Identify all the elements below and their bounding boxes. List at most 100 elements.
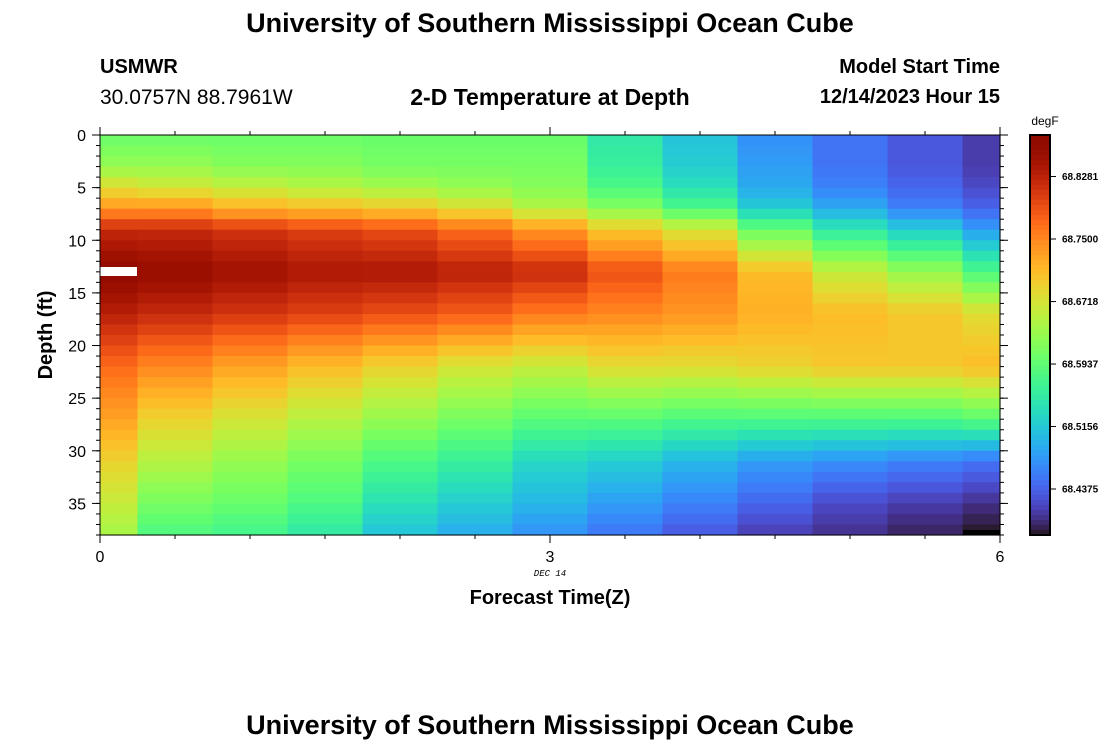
heatmap-cell	[212, 282, 289, 294]
footer-title: University of Southern Mississippi Ocean…	[246, 710, 854, 740]
heatmap-cell	[212, 156, 289, 168]
heatmap-cell	[212, 524, 289, 536]
heatmap-cell	[137, 366, 214, 378]
heatmap-cell	[962, 271, 1001, 283]
colorbar-swatch	[1030, 425, 1050, 431]
heatmap-cell	[587, 313, 664, 326]
heatmap-cell	[587, 513, 664, 526]
heatmap-cell	[437, 377, 514, 389]
heatmap-cell	[587, 524, 664, 536]
heatmap-cell	[812, 261, 889, 273]
heatmap-cell	[212, 177, 289, 189]
heatmap-cell	[287, 387, 364, 399]
colorbar-swatch	[1030, 245, 1050, 251]
heatmap-cell	[812, 387, 889, 399]
heatmap-cell	[887, 198, 964, 210]
colorbar-swatch	[1030, 400, 1050, 406]
heatmap-cell	[100, 482, 139, 494]
heatmap-cell	[287, 261, 364, 273]
heatmap-cell	[662, 282, 739, 294]
heatmap-cell	[662, 177, 739, 189]
heatmap-cell	[887, 303, 964, 315]
heatmap-cell	[887, 366, 964, 378]
heatmap-cell	[962, 208, 1001, 220]
heatmap-cell	[887, 145, 964, 157]
heatmap-cell	[287, 492, 364, 505]
heatmap-cell	[812, 292, 889, 305]
heatmap-cell	[287, 461, 364, 473]
colorbar-swatch	[1030, 160, 1050, 166]
heatmap-cell	[662, 429, 739, 441]
heatmap-cell	[887, 377, 964, 389]
heatmap-cell	[737, 208, 814, 220]
heatmap-cell	[662, 303, 739, 315]
heatmap-cell	[287, 229, 364, 241]
heatmap-cell	[737, 513, 814, 526]
heatmap-cell	[737, 471, 814, 483]
heatmap-cell	[137, 282, 214, 294]
model-start-value: 12/14/2023 Hour 15	[819, 86, 1000, 108]
heatmap-cell	[100, 461, 139, 473]
heatmap-cell	[587, 429, 664, 441]
heatmap-cell	[812, 156, 889, 168]
colorbar-swatch	[1030, 155, 1050, 161]
heatmap-cell	[137, 345, 214, 357]
heatmap-cell	[812, 250, 889, 262]
colorbar-swatch	[1030, 445, 1050, 451]
colorbar-swatch	[1030, 450, 1050, 456]
colorbar-swatch	[1030, 210, 1050, 216]
heatmap-cell	[437, 482, 514, 494]
heatmap-cell	[362, 429, 439, 441]
heatmap-cell	[212, 377, 289, 389]
colorbar-swatch	[1030, 225, 1050, 231]
heatmap-cell	[212, 408, 289, 420]
y-tick-label: 10	[68, 233, 86, 250]
heatmap-cell	[812, 345, 889, 357]
heatmap-cell	[212, 145, 289, 157]
colorbar-swatch	[1030, 145, 1050, 151]
heatmap-cell	[137, 419, 214, 431]
heatmap-cell	[362, 271, 439, 283]
heatmap-cell	[887, 135, 964, 147]
colorbar-swatch	[1030, 235, 1050, 241]
heatmap-cell	[212, 324, 289, 336]
heatmap-cell	[100, 271, 139, 283]
heatmap-cell	[587, 503, 664, 515]
heatmap-cell	[962, 229, 1001, 241]
heatmap-cell	[212, 398, 289, 410]
heatmap-cell	[137, 198, 214, 210]
heatmap-cell	[512, 219, 589, 231]
heatmap-cell	[737, 482, 814, 494]
heatmap-cell	[962, 398, 1001, 410]
heatmap-cell	[362, 335, 439, 347]
colorbar-swatch	[1030, 325, 1050, 331]
heatmap-cell	[287, 513, 364, 526]
heatmap-cell	[287, 345, 364, 357]
heatmap-cell	[587, 145, 664, 157]
heatmap-cell	[362, 387, 439, 399]
heatmap-cell	[887, 335, 964, 347]
heatmap-cell	[437, 219, 514, 231]
heatmap-cell	[437, 292, 514, 305]
heatmap-cell	[962, 177, 1001, 189]
heatmap-cell	[512, 166, 589, 178]
heatmap-cell	[437, 187, 514, 199]
heatmap-cell	[437, 156, 514, 168]
heatmap-cell	[737, 219, 814, 231]
heatmap-cell	[137, 335, 214, 347]
heatmap-cell	[212, 461, 289, 473]
heatmap-cell	[662, 419, 739, 431]
heatmap-cell	[737, 440, 814, 452]
heatmap-cell	[287, 377, 364, 389]
heatmap-cell	[662, 471, 739, 483]
heatmap-cell	[662, 219, 739, 231]
heatmap-cell	[887, 398, 964, 410]
heatmap-cell	[287, 419, 364, 431]
heatmap-cell	[437, 324, 514, 336]
heatmap-cell	[137, 292, 214, 305]
heatmap-cell	[287, 471, 364, 483]
heatmap-cell	[100, 198, 139, 210]
heatmap-cell	[287, 366, 364, 378]
heatmap-cell	[737, 408, 814, 420]
heatmap-cell	[812, 398, 889, 410]
